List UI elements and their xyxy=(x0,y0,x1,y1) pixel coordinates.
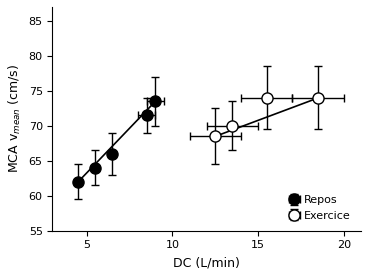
Y-axis label: MCA v$_{mean}$ (cm/s): MCA v$_{mean}$ (cm/s) xyxy=(7,64,23,173)
Legend: Repos, Exercice: Repos, Exercice xyxy=(286,191,355,225)
X-axis label: DC (L/min): DC (L/min) xyxy=(173,256,240,269)
